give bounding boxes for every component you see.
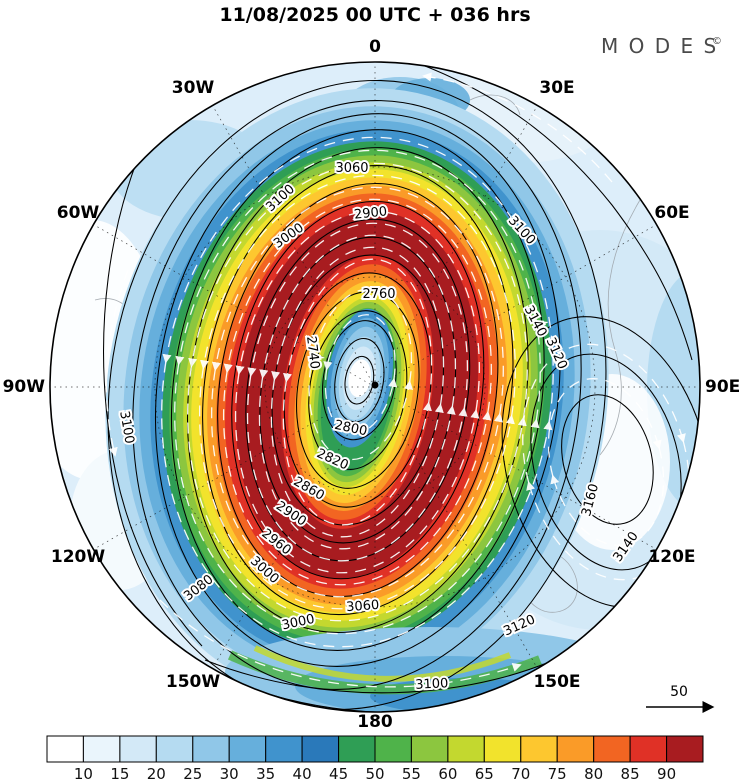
lon-label-60w: 60W bbox=[57, 203, 100, 223]
lon-label-120w: 120W bbox=[51, 547, 105, 567]
colorbar-cell bbox=[483, 735, 522, 763]
page-title: 11/08/2025 00 UTC + 036 hrs bbox=[219, 4, 530, 26]
lon-label-90e: 90E bbox=[705, 377, 740, 397]
pole-dot bbox=[371, 381, 379, 389]
lon-label-150w: 150W bbox=[166, 672, 220, 692]
colorbar-cell bbox=[447, 735, 485, 763]
contour-label: 2900 bbox=[353, 204, 387, 222]
reference-vector-label: 50 bbox=[670, 684, 688, 700]
colorbar-tick: 20 bbox=[147, 765, 166, 782]
colorbar-cell bbox=[119, 735, 157, 763]
colorbar-tick: 65 bbox=[475, 765, 494, 782]
colorbar-tick: 45 bbox=[329, 765, 348, 782]
colorbar-cell bbox=[82, 735, 121, 763]
colorbar-tick: 80 bbox=[584, 765, 603, 782]
colorbar-tick: 85 bbox=[621, 765, 640, 782]
contour-label: 3100 bbox=[415, 676, 449, 693]
colorbar-cell bbox=[593, 735, 631, 763]
colorbar-tick: 10 bbox=[74, 765, 93, 782]
modes-logo-mark: © bbox=[712, 36, 722, 47]
colorbar-cell bbox=[556, 735, 595, 763]
colorbar-cell bbox=[228, 735, 267, 763]
colorbar-tick: 90 bbox=[657, 765, 676, 782]
reference-vector: 50 bbox=[646, 684, 715, 713]
colorbar-cell bbox=[666, 735, 704, 763]
colorbar-cell bbox=[192, 735, 230, 763]
contour-label: 3060 bbox=[335, 161, 368, 176]
lon-label-120e: 120E bbox=[648, 547, 695, 567]
lon-label-90w: 90W bbox=[3, 377, 46, 397]
colorbar-tick: 25 bbox=[183, 765, 202, 782]
colorbar-tick: 15 bbox=[110, 765, 129, 782]
colorbar-cell bbox=[520, 735, 558, 763]
contour-label: 3100 bbox=[116, 410, 137, 445]
contour-label: 3060 bbox=[346, 598, 380, 615]
colorbar-tick: 75 bbox=[548, 765, 567, 782]
colorbar-tick: 50 bbox=[365, 765, 384, 782]
longitude-labels: 0 30E 60E 90E 120E 150E 180 150W 120W 90… bbox=[3, 37, 741, 732]
lon-label-30e: 30E bbox=[539, 78, 574, 98]
wind-arrows bbox=[105, 72, 690, 688]
lon-label-150e: 150E bbox=[533, 672, 580, 692]
lon-label-0: 0 bbox=[369, 37, 381, 57]
colorbar: 10 15 20 25 30 35 40 45 50 55 60 65 70 7… bbox=[46, 735, 704, 782]
lon-label-30w: 30W bbox=[172, 78, 215, 98]
map-boundary-circle bbox=[49, 61, 701, 713]
colorbar-cell bbox=[46, 735, 84, 763]
lon-label-60e: 60E bbox=[654, 203, 689, 223]
colorbar-cell bbox=[155, 735, 194, 763]
contour-label: 2760 bbox=[362, 287, 395, 302]
colorbar-cell bbox=[265, 735, 303, 763]
colorbar-tick: 35 bbox=[256, 765, 275, 782]
colorbar-tick: 70 bbox=[511, 765, 530, 782]
contour-label: 2740 bbox=[303, 335, 322, 370]
colorbar-tick: 55 bbox=[402, 765, 421, 782]
colorbar-cell bbox=[410, 735, 449, 763]
colorbar-tick: 30 bbox=[220, 765, 239, 782]
colorbar-tick: 40 bbox=[293, 765, 312, 782]
colorbar-cell bbox=[338, 735, 376, 763]
map-interior: 3060 3100 2900 3000 2760 2740 2800 2820 … bbox=[50, 62, 700, 712]
modes-logo: M O D E S bbox=[601, 34, 718, 58]
colorbar-cell bbox=[374, 735, 412, 763]
lon-label-180: 180 bbox=[357, 712, 393, 732]
colorbar-tick: 60 bbox=[438, 765, 457, 782]
colorbar-cell bbox=[301, 735, 340, 763]
colorbar-cell bbox=[629, 735, 668, 763]
jet-ring-shading bbox=[105, 88, 609, 702]
